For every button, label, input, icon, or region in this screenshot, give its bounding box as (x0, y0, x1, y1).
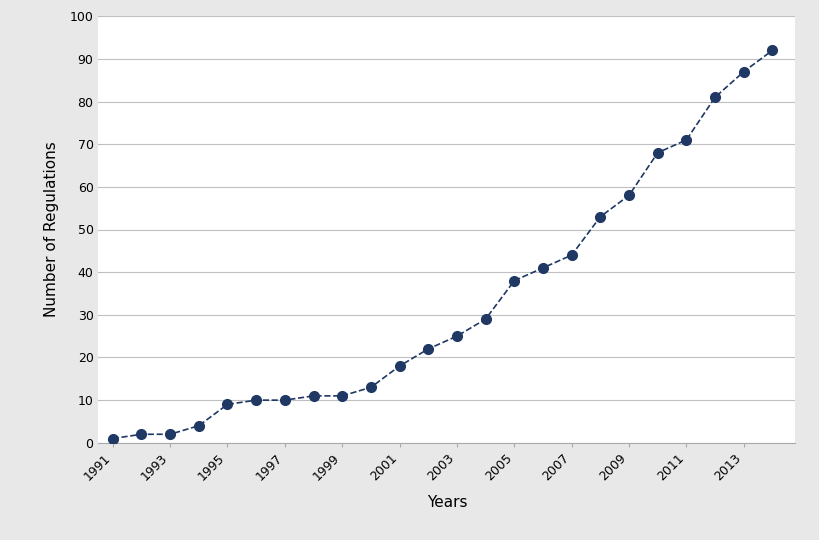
Y-axis label: Number of Regulations: Number of Regulations (43, 141, 58, 318)
X-axis label: Years: Years (426, 495, 467, 510)
